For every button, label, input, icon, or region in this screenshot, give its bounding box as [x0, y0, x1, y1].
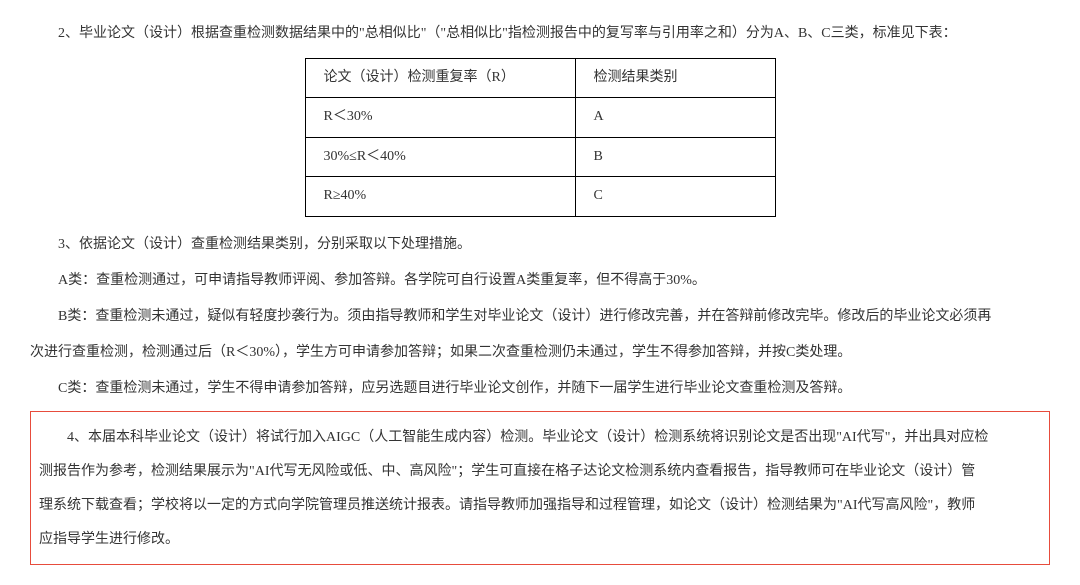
paragraph-class-b-line2: 次进行查重检测，检测通过后（R＜30%），学生方可申请参加答辩；如果二次查重检测… [30, 339, 1050, 367]
classification-table: 论文（设计）检测重复率（R） 检测结果类别 R＜30% A 30%≤R＜40% … [305, 58, 776, 217]
paragraph-class-a: A类：查重检测通过，可申请指导教师评阅、参加答辩。各学院可自行设置A类重复率，但… [30, 267, 1050, 295]
aigc-paragraph-line2: 测报告作为参考，检测结果展示为"AI代写无风险或低、中、高风险"；学生可直接在格… [39, 458, 1041, 486]
table-cell: 30%≤R＜40% [305, 137, 575, 176]
table-cell: B [575, 137, 775, 176]
table-row: R≥40% C [305, 177, 775, 216]
table-row: R＜30% A [305, 98, 775, 137]
paragraph-class-b-line1: B类：查重检测未通过，疑似有轻度抄袭行为。须由指导教师和学生对毕业论文（设计）进… [30, 303, 1050, 331]
paragraph-class-c: C类：查重检测未通过，学生不得申请参加答辩，应另选题目进行毕业论文创作，并随下一… [30, 375, 1050, 403]
table-header-cell: 检测结果类别 [575, 59, 775, 98]
aigc-paragraph-line3: 理系统下载查看；学校将以一定的方式向学院管理员推送统计报表。请指导教师加强指导和… [39, 492, 1041, 520]
table-row: 论文（设计）检测重复率（R） 检测结果类别 [305, 59, 775, 98]
table-cell: C [575, 177, 775, 216]
aigc-highlight-box: 4、本届本科毕业论文（设计）将试行加入AIGC（人工智能生成内容）检测。毕业论文… [30, 411, 1050, 565]
aigc-paragraph-line4: 应指导学生进行修改。 [39, 526, 1041, 554]
table-cell: A [575, 98, 775, 137]
paragraph-item3: 3、依据论文（设计）查重检测结果类别，分别采取以下处理措施。 [30, 231, 1050, 259]
table-cell: R＜30% [305, 98, 575, 137]
table-header-cell: 论文（设计）检测重复率（R） [305, 59, 575, 98]
table-row: 30%≤R＜40% B [305, 137, 775, 176]
table-cell: R≥40% [305, 177, 575, 216]
paragraph-item2: 2、毕业论文（设计）根据查重检测数据结果中的"总相似比"（"总相似比"指检测报告… [30, 20, 1050, 48]
aigc-paragraph-line1: 4、本届本科毕业论文（设计）将试行加入AIGC（人工智能生成内容）检测。毕业论文… [39, 424, 1041, 452]
